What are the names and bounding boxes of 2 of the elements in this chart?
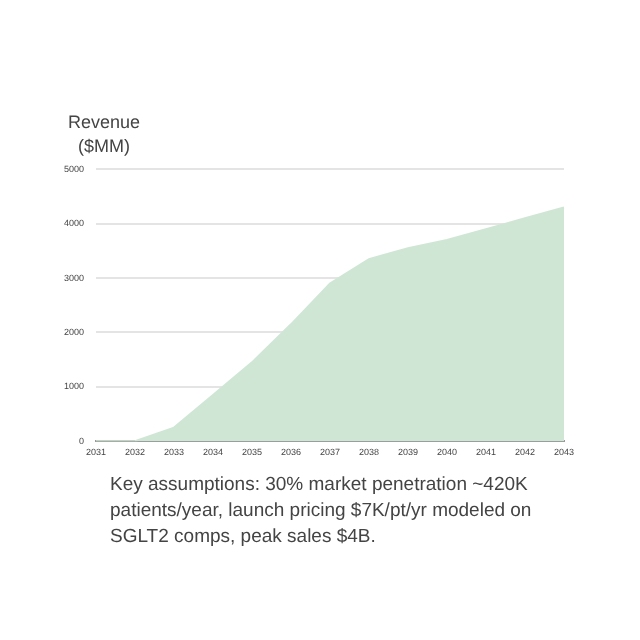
text: Key assumptions: 30% market penetration ~420K patients/year, launch pricing $7K/pt/yr modeled on SGLT2 comps, peak sales $4B.	[110, 472, 534, 550]
y-axis-title: Revenue ($MM)	[68, 110, 141, 158]
